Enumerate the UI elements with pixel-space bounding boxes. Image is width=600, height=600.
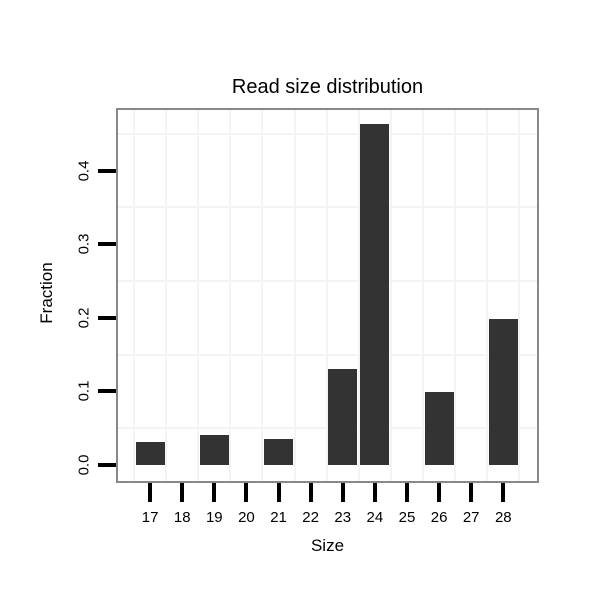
x-tick-label: 18 [173, 509, 191, 526]
x-axis-tick [437, 483, 442, 502]
gridline-horizontal [118, 280, 537, 282]
bar [264, 439, 294, 465]
gridline-vertical [486, 110, 489, 481]
bar [199, 434, 229, 465]
y-tick-label: 0.0 [75, 454, 93, 476]
bar [135, 442, 165, 465]
y-axis-tick [98, 315, 116, 320]
gridline-vertical [197, 110, 200, 481]
x-axis-tick [244, 483, 249, 502]
x-tick-label: 22 [302, 509, 319, 526]
x-tick-label: 28 [494, 509, 512, 526]
y-tick-label: 0.4 [75, 160, 93, 182]
x-axis-tick [180, 483, 185, 502]
x-axis-tick [276, 483, 281, 502]
x-axis-tick [340, 483, 345, 502]
x-tick-label: 19 [205, 509, 223, 526]
bar [328, 368, 358, 465]
gridline-vertical [261, 110, 264, 481]
x-axis-label: Size [310, 536, 345, 555]
gridline-vertical [133, 110, 136, 481]
x-tick-label: 27 [462, 509, 480, 526]
gridline-vertical [293, 110, 296, 481]
x-tick-label: 21 [270, 509, 287, 526]
x-axis-tick [212, 483, 217, 502]
x-tick-label: 23 [334, 509, 352, 526]
x-tick-label: 20 [238, 509, 255, 526]
gridline-vertical [518, 110, 521, 481]
plot-area [116, 108, 539, 483]
x-axis-tick [469, 483, 474, 502]
x-axis-tick [404, 483, 409, 502]
bar [360, 124, 390, 465]
x-axis-tick [308, 483, 313, 502]
x-tick-label: 24 [366, 509, 384, 526]
gridline-horizontal [118, 353, 537, 356]
chart-title: Read size distribution [231, 76, 424, 98]
x-tick-label: 17 [141, 509, 159, 526]
x-tick-label: 26 [430, 509, 448, 526]
y-tick-label: 0.2 [75, 307, 93, 329]
y-tick-label: 0.1 [75, 380, 93, 402]
y-axis-tick [98, 389, 116, 394]
gridline-vertical [357, 110, 360, 481]
y-axis-label: Fraction [37, 262, 56, 324]
bar [488, 319, 518, 465]
gridline-vertical [389, 110, 392, 481]
gridline-horizontal [118, 132, 537, 135]
y-axis-tick [98, 242, 116, 247]
gridline-horizontal [118, 427, 537, 430]
x-axis-tick [372, 483, 377, 502]
y-tick-label: 0.3 [75, 233, 93, 255]
gridline-vertical [422, 110, 425, 481]
x-axis-tick [501, 483, 506, 502]
bar [424, 392, 454, 465]
gridline-vertical [165, 110, 168, 481]
gridline-vertical [325, 110, 328, 481]
gridline-vertical [454, 110, 457, 481]
gridline-vertical [229, 110, 232, 481]
x-axis-tick [148, 483, 153, 502]
x-tick-label: 25 [398, 509, 416, 526]
y-axis-tick [98, 463, 116, 467]
y-axis-tick [98, 168, 116, 173]
gridline-horizontal [118, 206, 537, 209]
